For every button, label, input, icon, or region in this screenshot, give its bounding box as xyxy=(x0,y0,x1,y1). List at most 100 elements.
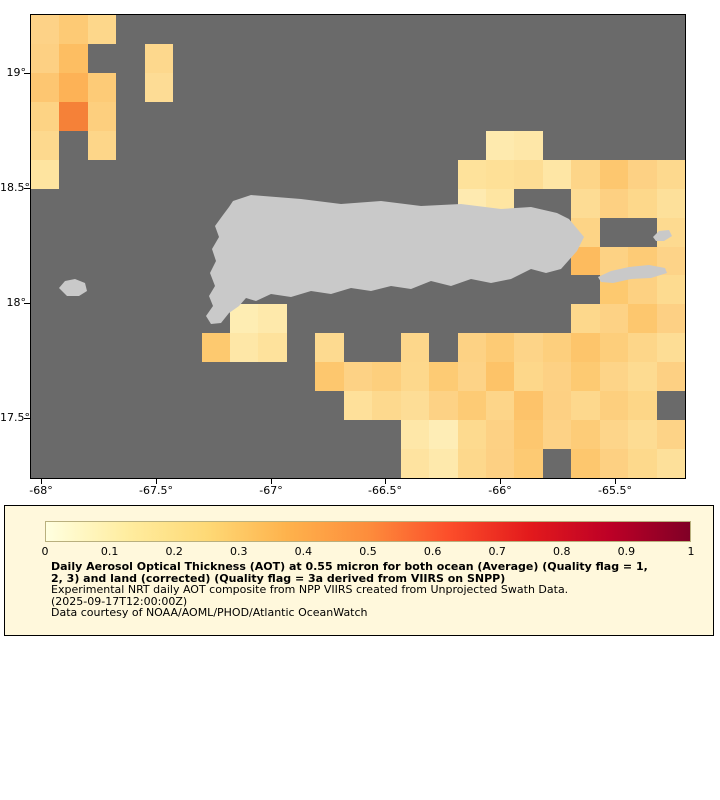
grid-cell xyxy=(31,159,60,189)
grid-cell xyxy=(656,362,685,392)
grid-cell xyxy=(599,304,629,334)
lat-axis-label: 19° xyxy=(6,66,27,79)
grid-cell xyxy=(628,362,657,392)
grid-cell xyxy=(457,420,486,450)
grid-cell xyxy=(429,362,458,392)
culebra-island xyxy=(653,230,672,241)
grid-cell xyxy=(628,391,657,421)
legend-timestamp: (2025-09-17T12:00:00Z) xyxy=(51,594,188,608)
grid-cell xyxy=(514,420,543,450)
colorbar-tick-label: 0.7 xyxy=(488,545,506,558)
colorbar-tick-label: 1 xyxy=(687,545,695,558)
legend-text-block: Daily Aerosol Optical Thickness (AOT) at… xyxy=(51,561,648,619)
grid-cell xyxy=(31,72,60,102)
grid-cell xyxy=(514,333,543,363)
lon-tick-mark xyxy=(271,478,272,484)
grid-cell xyxy=(599,391,629,421)
grid-cell xyxy=(485,159,515,189)
lat-axis-label: 18.5° xyxy=(0,181,30,194)
lon-axis-label: -66.5° xyxy=(368,484,402,497)
grid-cell xyxy=(457,449,486,478)
lon-tick-mark xyxy=(385,478,386,484)
grid-cell xyxy=(628,333,657,363)
grid-cell xyxy=(485,333,515,363)
grid-cell xyxy=(628,275,657,305)
grid-cell xyxy=(628,188,657,218)
grid-cell xyxy=(656,420,685,450)
grid-cell xyxy=(656,449,685,478)
lat-tick-mark xyxy=(24,73,30,74)
grid-cell xyxy=(571,159,600,189)
grid-cell xyxy=(59,101,88,131)
grid-layer xyxy=(31,15,685,478)
grid-cell xyxy=(485,391,515,421)
grid-cell xyxy=(400,449,430,478)
grid-cell xyxy=(485,130,515,160)
grid-cell xyxy=(542,362,572,392)
grid-cell xyxy=(485,362,515,392)
colorbar-tick-label: 0.3 xyxy=(230,545,248,558)
grid-cell xyxy=(400,362,430,392)
grid-cell xyxy=(230,333,259,363)
grid-cell xyxy=(514,159,543,189)
legend-panel: 0 0.1 0.2 0.3 0.4 0.5 0.6 0.7 0.8 0.9 1 Daily Aero… xyxy=(4,505,714,636)
grid-cell xyxy=(87,15,117,44)
grid-cell xyxy=(144,72,174,102)
grid-cell xyxy=(656,159,685,189)
grid-cell xyxy=(571,391,600,421)
grid-cell xyxy=(429,449,458,478)
lon-axis-label: -66° xyxy=(488,484,512,497)
grid-cell xyxy=(542,391,572,421)
island-layer xyxy=(59,195,672,324)
grid-cell xyxy=(230,304,259,334)
legend-title-line-1: Daily Aerosol Optical Thickness (AOT) at… xyxy=(51,560,648,573)
grid-cell xyxy=(315,333,344,363)
grid-cell xyxy=(571,362,600,392)
grid-cell xyxy=(485,449,515,478)
grid-cell xyxy=(59,15,88,44)
grid-cell xyxy=(628,420,657,450)
lat-axis-label: 18° xyxy=(6,296,27,309)
colorbar-tick-label: 0.6 xyxy=(423,545,442,558)
grid-cell xyxy=(485,420,515,450)
grid-cell xyxy=(59,43,88,73)
grid-cell xyxy=(343,391,373,421)
grid-cell xyxy=(400,420,430,450)
colorbar-tick-label: 0.4 xyxy=(294,545,313,558)
grid-cell xyxy=(315,362,344,392)
grid-cell xyxy=(628,449,657,478)
grid-cell xyxy=(514,130,543,160)
lon-axis-label: -67.5° xyxy=(139,484,173,497)
grid-cell xyxy=(457,391,486,421)
legend-title-line-2: 2, 3) and land (corrected) (Quality flag… xyxy=(51,571,506,585)
grid-cell xyxy=(400,333,430,363)
grid-cell xyxy=(31,15,60,44)
grid-cell xyxy=(87,101,117,131)
grid-cell xyxy=(372,391,401,421)
grid-cell xyxy=(571,420,600,450)
colorbar-tick-label: 0.9 xyxy=(617,545,636,558)
grid-cell xyxy=(144,43,174,73)
grid-cell xyxy=(571,304,600,334)
grid-cell xyxy=(599,449,629,478)
grid-cell xyxy=(542,420,572,450)
grid-cell xyxy=(656,188,685,218)
colorbar-tick-label: 0.8 xyxy=(553,545,571,558)
grid-cell xyxy=(514,362,543,392)
mona-island xyxy=(59,279,87,296)
grid-cell xyxy=(87,72,117,102)
vieques-island xyxy=(598,265,667,283)
grid-cell xyxy=(656,333,685,363)
grid-cell xyxy=(542,159,572,189)
grid-cell xyxy=(628,159,657,189)
grid-cell xyxy=(372,362,401,392)
grid-cell xyxy=(343,362,373,392)
grid-cell xyxy=(514,449,543,478)
lon-tick-mark xyxy=(41,478,42,484)
colorbar-tick-label: 0.2 xyxy=(165,545,183,558)
grid-cell xyxy=(429,420,458,450)
grid-cell xyxy=(571,449,600,478)
grid-cell xyxy=(59,72,88,102)
grid-cell xyxy=(571,333,600,363)
